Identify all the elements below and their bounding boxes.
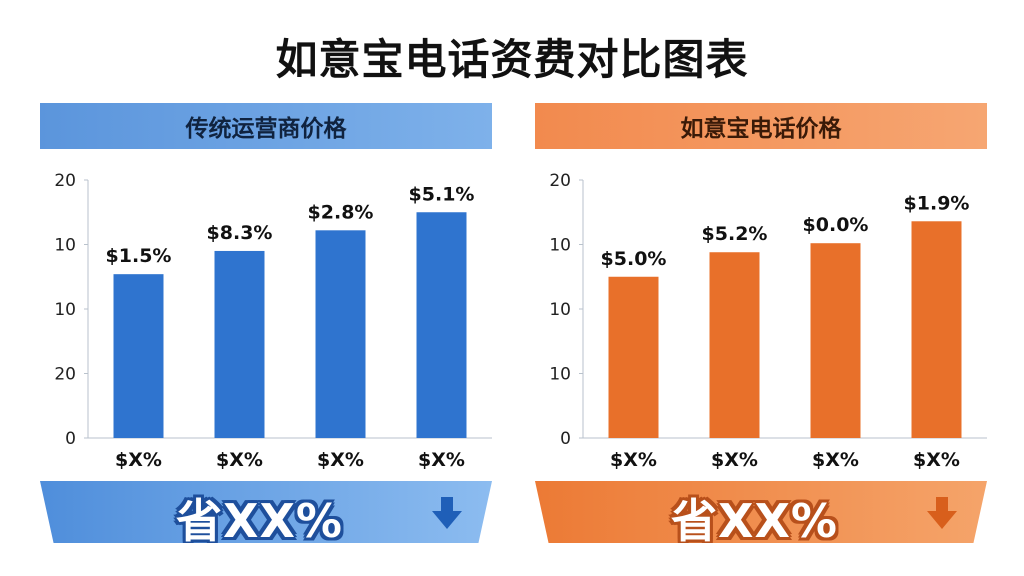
bar-data-label: $1.5%	[106, 245, 172, 267]
y-tick-label: 0	[560, 429, 571, 449]
x-tick-label: $X%	[317, 449, 364, 471]
y-tick-label: 20	[54, 365, 76, 385]
x-tick-label: $X%	[115, 449, 162, 471]
x-tick-label: $X%	[913, 449, 960, 471]
bar	[113, 274, 164, 438]
bar-data-label: $2.8%	[308, 201, 374, 223]
y-tick-label: 0	[65, 429, 76, 449]
bar	[810, 243, 861, 438]
ruyibao-panel: 如意宝电话价格 0 10 10 10 20 $5.0% $X% $5.2% $X% $0.0% $X…	[535, 103, 987, 543]
savings-banner: 省XX%	[535, 481, 987, 543]
bar-data-label: $1.9%	[904, 192, 970, 214]
bar	[709, 252, 760, 438]
page-title: 如意宝电话资费对比图表	[275, 35, 749, 84]
savings-banner: 省XX%	[40, 481, 492, 543]
bar	[214, 250, 265, 438]
bar	[315, 230, 366, 438]
bar-data-label: $8.3%	[207, 222, 273, 244]
x-tick-label: $X%	[216, 449, 263, 471]
traditional-carrier-panel: 传统运营商价格 0 20 10 10 20 $1.5% $X% $8.3% $X% $2.8% $X…	[40, 103, 492, 543]
y-tick-label: 10	[549, 365, 571, 385]
traditional-carrier-chart: 0 20 10 10 20 $1.5% $X% $8.3% $X% $2.8% $X% $5.1% $X…	[54, 171, 492, 471]
bar	[608, 276, 659, 438]
bar-data-label: $5.0%	[601, 248, 667, 270]
y-tick-label: 10	[549, 236, 571, 256]
y-tick-label: 10	[54, 236, 76, 256]
y-tick-label: 20	[54, 171, 76, 191]
savings-text: 省XX%	[671, 494, 839, 548]
bar-data-label: $0.0%	[803, 214, 869, 236]
savings-text: 省XX%	[176, 494, 344, 548]
down-arrow-icon	[432, 497, 462, 529]
panel-header: 如意宝电话价格	[535, 103, 987, 149]
y-tick-label: 10	[54, 300, 76, 320]
panel-header: 传统运营商价格	[40, 103, 492, 149]
bar-data-label: $5.1%	[409, 183, 475, 205]
x-tick-label: $X%	[418, 449, 465, 471]
bar	[911, 221, 962, 438]
bar	[416, 212, 467, 438]
x-tick-label: $X%	[812, 449, 859, 471]
y-tick-label: 20	[549, 171, 571, 191]
down-arrow-icon	[927, 497, 957, 529]
bar-data-label: $5.2%	[702, 223, 768, 245]
ruyibao-chart: 0 10 10 10 20 $5.0% $X% $5.2% $X% $0.0% $X% $1.9% $X…	[549, 171, 987, 471]
x-tick-label: $X%	[610, 449, 657, 471]
y-tick-label: 10	[549, 300, 571, 320]
x-tick-label: $X%	[711, 449, 758, 471]
